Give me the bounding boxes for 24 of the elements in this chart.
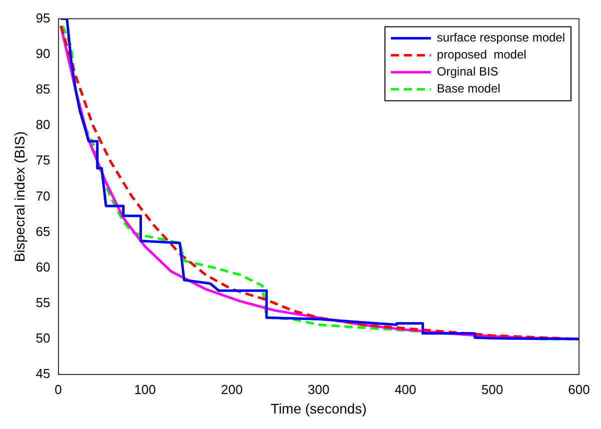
x-tick-label: 100: [134, 382, 156, 397]
legend-label: Base model: [436, 82, 500, 96]
legend-label: Orginal BIS: [436, 64, 498, 79]
y-tick-label: 65: [36, 224, 50, 239]
y-tick-label: 50: [36, 330, 50, 346]
y-tick-label: 70: [36, 188, 50, 204]
x-tick-label: 200: [220, 382, 243, 397]
legend-label: surface response model: [436, 30, 566, 45]
y-tick-label: 85: [36, 82, 50, 97]
y-tick-label: 60: [36, 259, 50, 274]
x-tick-label: 400: [394, 382, 416, 397]
y-tick-label: 55: [36, 295, 50, 310]
legend-label: proposed model: [436, 48, 526, 62]
y-tick-label: 45: [36, 366, 50, 382]
y-tick-label: 90: [36, 46, 50, 61]
y-axis-title: Bispecral index (BIS): [11, 131, 28, 262]
x-axis-title: Time (seconds): [270, 400, 367, 416]
y-tick-label: 75: [36, 152, 50, 168]
y-tick-label: 95: [36, 10, 50, 26]
x-tick-label: 500: [481, 382, 504, 397]
y-tick-label: 80: [36, 117, 50, 132]
x-tick-label: 600: [568, 382, 590, 397]
x-tick-label: 300: [308, 382, 330, 397]
x-tick-label: 0: [54, 382, 62, 397]
